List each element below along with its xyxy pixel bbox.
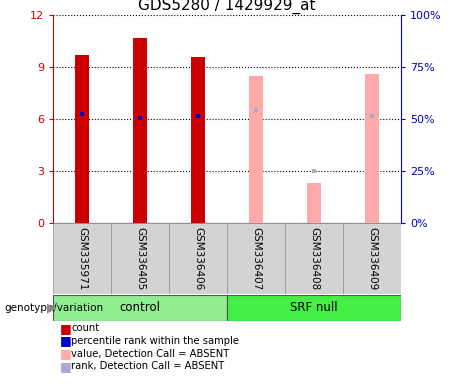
Text: GSM336405: GSM336405 [135,227,145,290]
Text: ■: ■ [60,347,71,360]
Bar [53,295,227,321]
Text: ■: ■ [60,360,71,373]
Bar [169,223,227,294]
Bar [75,55,89,223]
Bar [343,223,401,294]
Text: GSM336408: GSM336408 [309,227,319,290]
Text: ▶: ▶ [47,301,57,314]
Text: GSM335971: GSM335971 [77,227,87,290]
Text: rank, Detection Call = ABSENT: rank, Detection Call = ABSENT [71,361,225,371]
Text: count: count [71,323,100,333]
Bar [227,223,285,294]
Bar [227,295,401,321]
Text: percentile rank within the sample: percentile rank within the sample [71,336,239,346]
Bar [307,183,321,223]
Bar [111,223,169,294]
Title: GDS5280 / 1429929_at: GDS5280 / 1429929_at [138,0,316,14]
Bar [133,38,147,223]
Text: GSM336406: GSM336406 [193,227,203,290]
Text: GSM336409: GSM336409 [367,227,377,290]
Text: SRF null: SRF null [290,301,338,314]
Bar [285,223,343,294]
Bar [249,76,263,223]
Text: control: control [119,301,160,314]
Text: value, Detection Call = ABSENT: value, Detection Call = ABSENT [71,349,230,359]
Text: GSM336407: GSM336407 [251,227,261,290]
Bar [53,223,111,294]
Text: ■: ■ [60,322,71,335]
Text: genotype/variation: genotype/variation [5,303,104,313]
Text: ■: ■ [60,334,71,348]
Bar [365,74,379,223]
Bar [191,57,205,223]
